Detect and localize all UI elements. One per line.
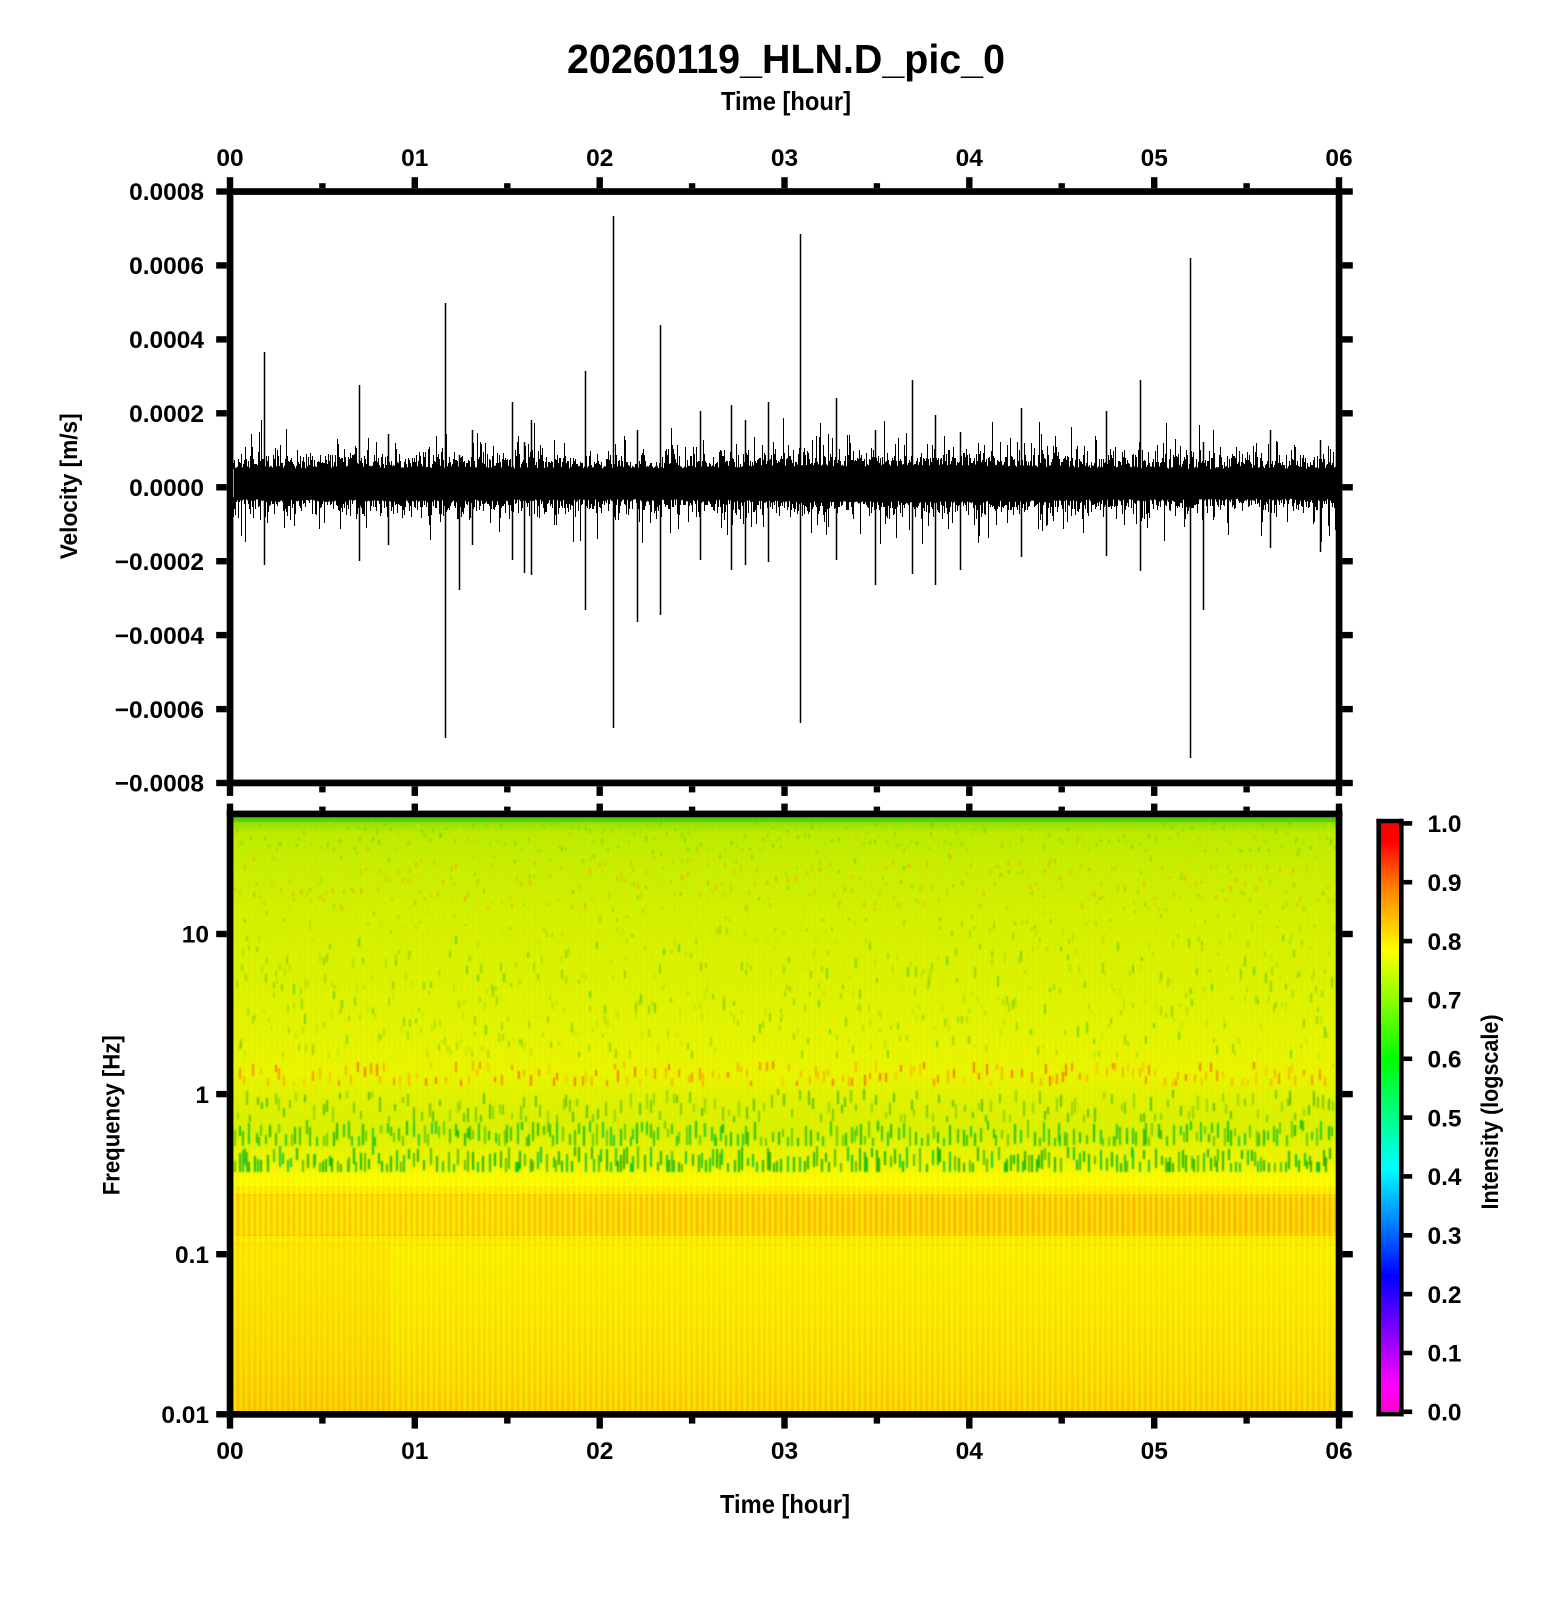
- svg-text:0.2: 0.2: [1428, 1282, 1462, 1309]
- svg-text:0.9: 0.9: [1428, 870, 1462, 897]
- svg-text:−0.0006: −0.0006: [115, 697, 204, 724]
- svg-text:04: 04: [956, 145, 984, 172]
- svg-text:0.5: 0.5: [1428, 1105, 1462, 1132]
- svg-text:05: 05: [1141, 1438, 1168, 1465]
- svg-text:10: 10: [182, 922, 209, 949]
- svg-text:0.0004: 0.0004: [129, 327, 204, 354]
- svg-text:0.0: 0.0: [1428, 1400, 1462, 1427]
- svg-text:Frequency [Hz]: Frequency [Hz]: [99, 1035, 126, 1195]
- svg-text:01: 01: [401, 145, 428, 172]
- svg-text:1.0: 1.0: [1428, 811, 1462, 838]
- svg-text:0.4: 0.4: [1428, 1164, 1462, 1191]
- svg-text:03: 03: [771, 145, 798, 172]
- svg-text:0.3: 0.3: [1428, 1223, 1462, 1250]
- svg-text:Intensity (logscale): Intensity (logscale): [1477, 1015, 1504, 1210]
- svg-text:04: 04: [956, 1438, 984, 1465]
- svg-text:Velocity [m/s]: Velocity [m/s]: [56, 413, 83, 559]
- svg-text:20260119_HLN.D_pic_0: 20260119_HLN.D_pic_0: [567, 36, 1005, 82]
- svg-text:0.6: 0.6: [1428, 1047, 1462, 1074]
- svg-text:06: 06: [1325, 1438, 1352, 1465]
- svg-text:05: 05: [1141, 145, 1168, 172]
- svg-text:02: 02: [586, 1438, 613, 1465]
- svg-text:01: 01: [401, 1438, 428, 1465]
- svg-text:00: 00: [216, 1438, 243, 1465]
- svg-text:Time [hour]: Time [hour]: [720, 1489, 850, 1519]
- svg-text:00: 00: [216, 145, 243, 172]
- svg-text:0.0000: 0.0000: [129, 475, 204, 502]
- svg-text:0.01: 0.01: [161, 1402, 209, 1429]
- svg-text:0.7: 0.7: [1428, 988, 1462, 1015]
- svg-text:0.1: 0.1: [175, 1242, 209, 1269]
- svg-text:0.8: 0.8: [1428, 929, 1462, 956]
- svg-text:02: 02: [586, 145, 613, 172]
- svg-text:−0.0004: −0.0004: [115, 623, 205, 650]
- svg-text:0.0006: 0.0006: [129, 253, 204, 280]
- svg-text:03: 03: [771, 1438, 798, 1465]
- svg-text:−0.0008: −0.0008: [115, 771, 204, 798]
- svg-text:0.0002: 0.0002: [129, 401, 204, 428]
- svg-text:Time [hour]: Time [hour]: [721, 86, 851, 116]
- svg-text:0.1: 0.1: [1428, 1341, 1462, 1368]
- svg-text:−0.0002: −0.0002: [115, 549, 204, 576]
- svg-text:0.0008: 0.0008: [129, 179, 204, 206]
- svg-text:06: 06: [1325, 145, 1352, 172]
- svg-text:1: 1: [195, 1082, 209, 1109]
